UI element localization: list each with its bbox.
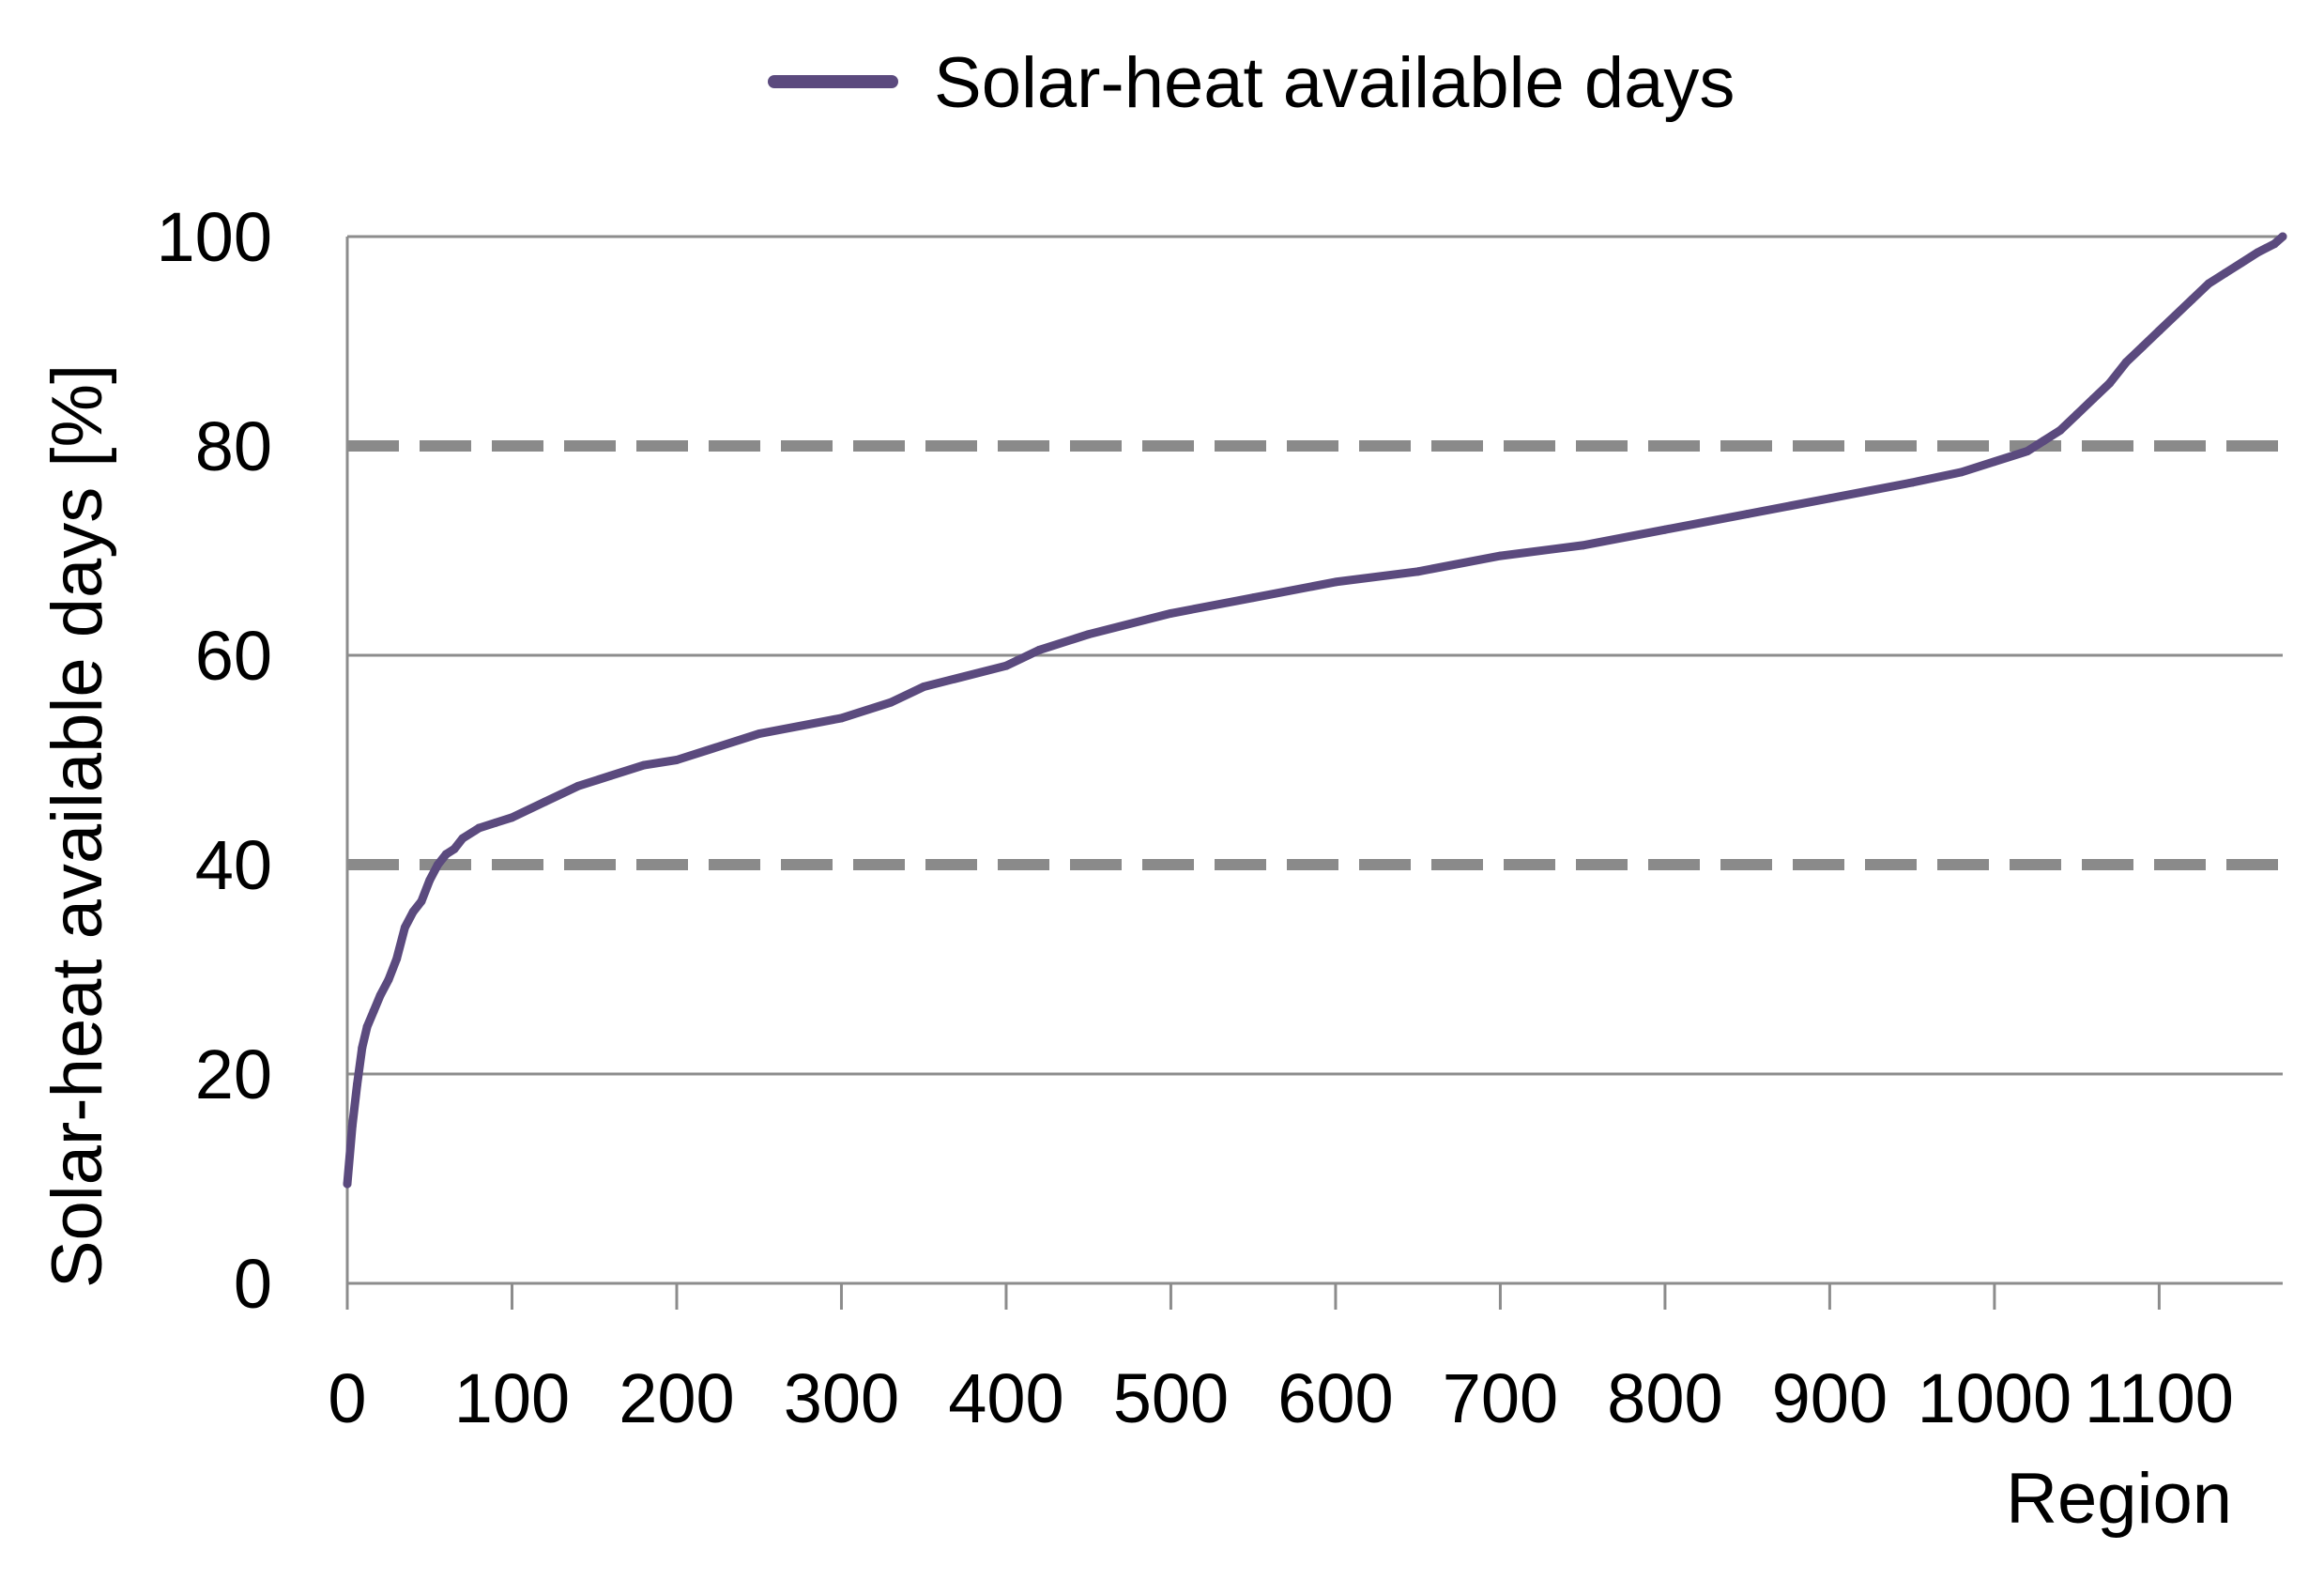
data-point: [400, 923, 409, 932]
x-tick-label-300: 300: [784, 1359, 899, 1437]
data-point: [1957, 468, 1966, 477]
y-tick-label-0: 0: [234, 1245, 272, 1323]
data-point: [2254, 248, 2263, 257]
x-tick-label-1100: 1100: [2085, 1359, 2234, 1437]
data-point: [639, 760, 649, 770]
data-point: [441, 850, 451, 859]
axes: [345, 237, 2283, 1310]
data-point: [2040, 436, 2049, 445]
gridlines: [347, 235, 2283, 1076]
x-tick-label-1000: 1000: [1918, 1359, 2072, 1437]
x-tick-label-600: 600: [1277, 1359, 1393, 1437]
series-layer: [343, 232, 2287, 1189]
y-tick-label-100: 100: [157, 198, 272, 276]
data-point: [2023, 447, 2032, 456]
data-point: [1331, 577, 1340, 587]
data-point: [2204, 279, 2213, 288]
data-point: [755, 729, 764, 739]
x-tick-label-400: 400: [948, 1359, 1063, 1437]
x-tick-label-500: 500: [1113, 1359, 1229, 1437]
data-point: [886, 698, 895, 707]
data-point: [491, 818, 500, 827]
data-point: [2221, 268, 2230, 278]
data-point: [1034, 645, 1044, 654]
x-tick-label-800: 800: [1607, 1359, 1722, 1437]
data-point: [1414, 567, 1423, 576]
data-point: [1660, 525, 1670, 534]
data-point: [606, 771, 616, 780]
data-point: [425, 876, 435, 885]
data-point: [2278, 232, 2287, 241]
data-point: [1495, 551, 1505, 560]
data-point: [474, 823, 483, 833]
data-point: [2270, 239, 2279, 249]
data-point: [2121, 358, 2131, 367]
data-point: [434, 860, 443, 869]
data-point: [2237, 258, 2246, 268]
data-point: [2138, 342, 2148, 351]
data-point: [1743, 509, 1752, 518]
reference-lines: [347, 440, 2283, 870]
data-point: [541, 797, 550, 806]
data-point: [417, 897, 426, 906]
data-point: [369, 1006, 378, 1016]
data-point: [1990, 457, 1999, 467]
data-point: [2088, 394, 2098, 404]
x-tick-label-0: 0: [328, 1359, 366, 1437]
x-tick-label-100: 100: [454, 1359, 570, 1437]
data-point: [2171, 311, 2180, 320]
data-point: [573, 781, 583, 790]
data-point: [362, 1022, 372, 1032]
data-point: [1825, 494, 1834, 503]
data-point: [458, 834, 467, 843]
data-point: [919, 682, 928, 691]
data-point: [1907, 478, 1917, 487]
y-tick-label-20: 20: [195, 1035, 272, 1113]
legend: Solar-heat available days: [768, 43, 1735, 123]
data-point: [450, 844, 459, 853]
y-tick-label-60: 60: [195, 617, 272, 695]
data-point: [392, 954, 402, 963]
x-tick-label-700: 700: [1443, 1359, 1558, 1437]
data-point: [1248, 593, 1258, 603]
data-point: [353, 1080, 362, 1089]
data-point: [836, 713, 846, 723]
data-point: [507, 813, 516, 822]
data-point: [1001, 661, 1011, 670]
x-tick-label-900: 900: [1772, 1359, 1888, 1437]
data-point: [2154, 326, 2163, 335]
x-tick-label-200: 200: [619, 1359, 734, 1437]
data-point: [343, 1179, 352, 1189]
y-tick-label-40: 40: [195, 826, 272, 904]
x-axis-title: Region: [2006, 1459, 2232, 1539]
data-point: [1578, 541, 1587, 550]
data-point: [358, 1043, 367, 1052]
data-point: [1084, 630, 1093, 639]
legend-label: Solar-heat available days: [934, 43, 1735, 123]
data-point: [672, 756, 681, 764]
y-tick-label-80: 80: [195, 407, 272, 485]
y-axis-title: Solar-heat available days [%]: [38, 364, 117, 1288]
data-point: [2187, 295, 2196, 304]
data-point: [1166, 608, 1175, 618]
data-point: [408, 907, 418, 916]
series-line-0: [343, 232, 2287, 1189]
data-point: [375, 990, 385, 1000]
data-point: [347, 1122, 357, 1131]
data-point: [2105, 378, 2115, 388]
tick-labels: 0 100 200 300 400 500 600 700 800 900 1000 1100 0 20 4…: [157, 198, 2234, 1437]
data-point: [2056, 425, 2065, 435]
data-point: [384, 975, 393, 985]
data-point: [2072, 410, 2082, 420]
